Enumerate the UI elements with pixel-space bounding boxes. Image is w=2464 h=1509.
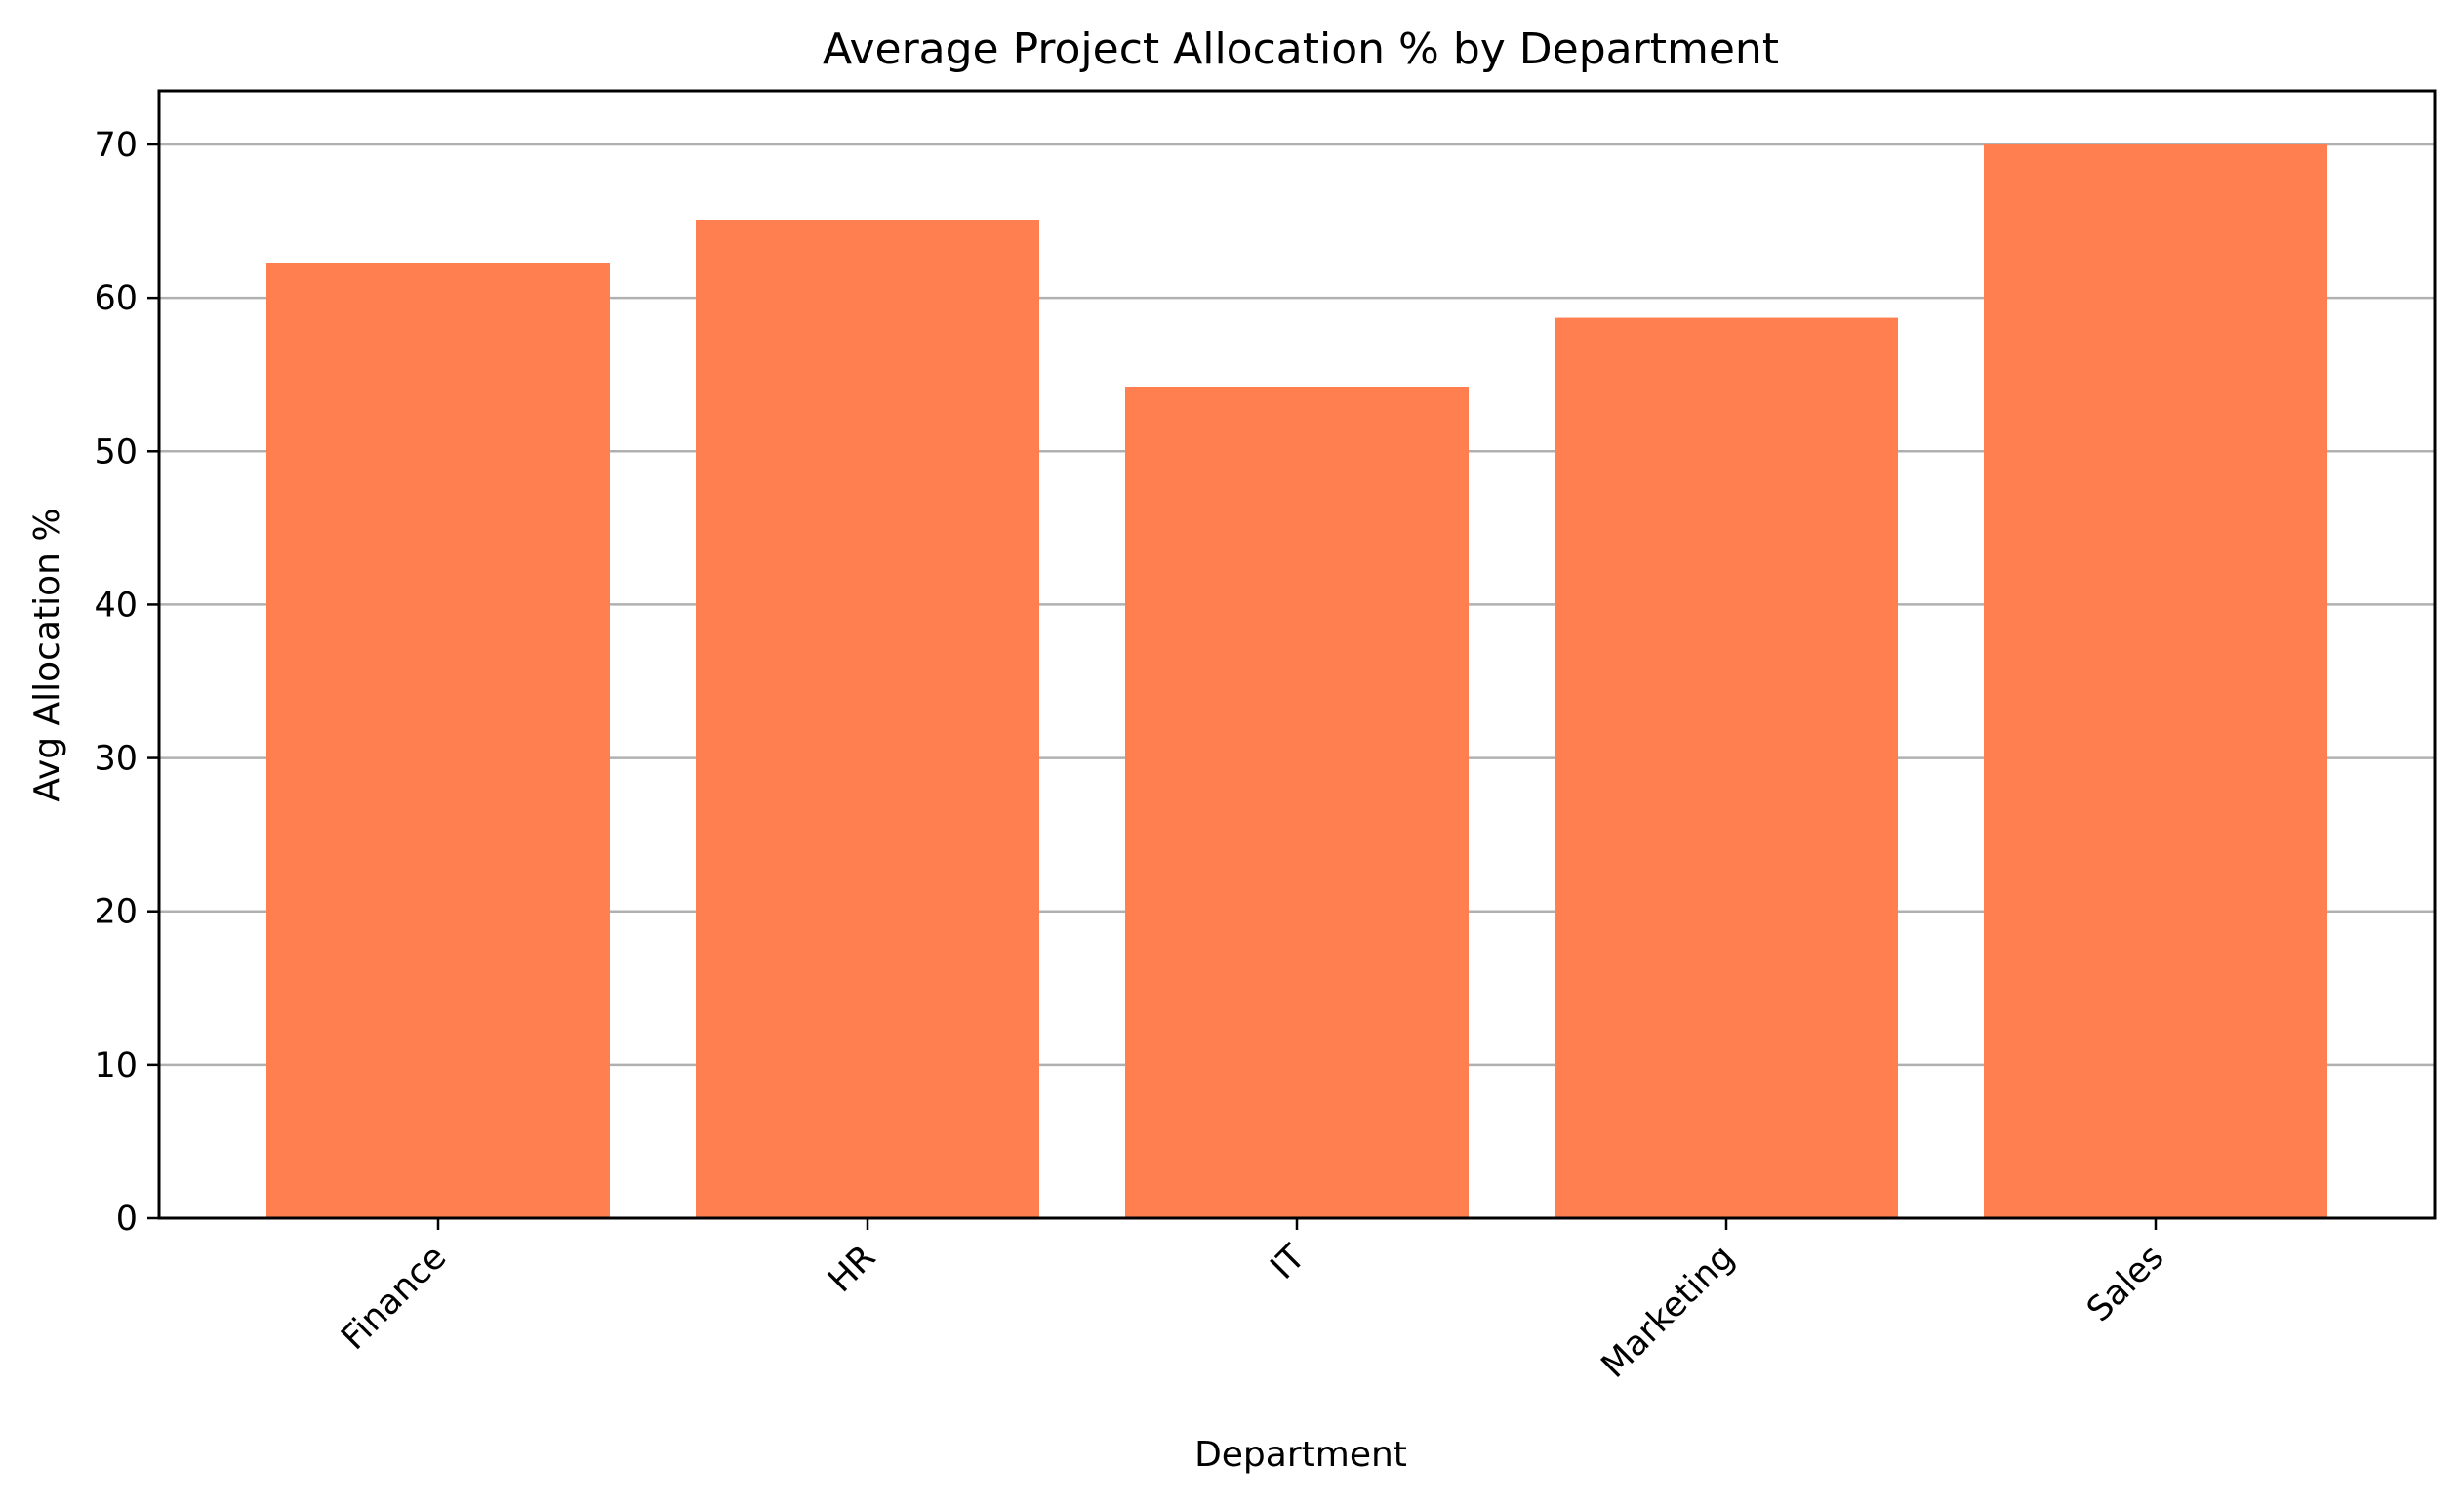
x-axis-ticks: Finance HR IT Marketing Sales [334, 1218, 2171, 1386]
y-tick-label: 20 [94, 893, 138, 932]
x-tick-label: IT [1264, 1238, 1313, 1287]
y-tick-label: 50 [94, 432, 138, 471]
y-tick-label: 30 [94, 740, 138, 779]
y-axis-label: Avg Allocation % [27, 508, 67, 801]
y-axis-ticks: 0 10 20 30 40 50 60 70 [94, 126, 159, 1239]
bar-marketing [1555, 317, 1898, 1219]
y-tick-label: 60 [94, 279, 138, 318]
bar-it [1125, 387, 1469, 1218]
bar-finance [266, 263, 610, 1218]
x-axis-label: Department [1194, 1435, 1407, 1475]
x-tick-label: Sales [2080, 1238, 2171, 1329]
y-tick-label: 10 [94, 1046, 138, 1085]
bar-hr [696, 220, 1039, 1218]
y-tick-label: 70 [94, 126, 138, 165]
bars [266, 144, 2327, 1219]
x-tick-label: Finance [334, 1238, 454, 1358]
y-tick-label: 0 [116, 1200, 138, 1239]
chart-title: Average Project Allocation % by Departme… [823, 24, 1779, 74]
bar-sales [1984, 144, 2327, 1218]
x-tick-label: Marketing [1595, 1238, 1743, 1386]
x-tick-label: HR [821, 1238, 883, 1300]
y-tick-label: 40 [94, 586, 138, 625]
